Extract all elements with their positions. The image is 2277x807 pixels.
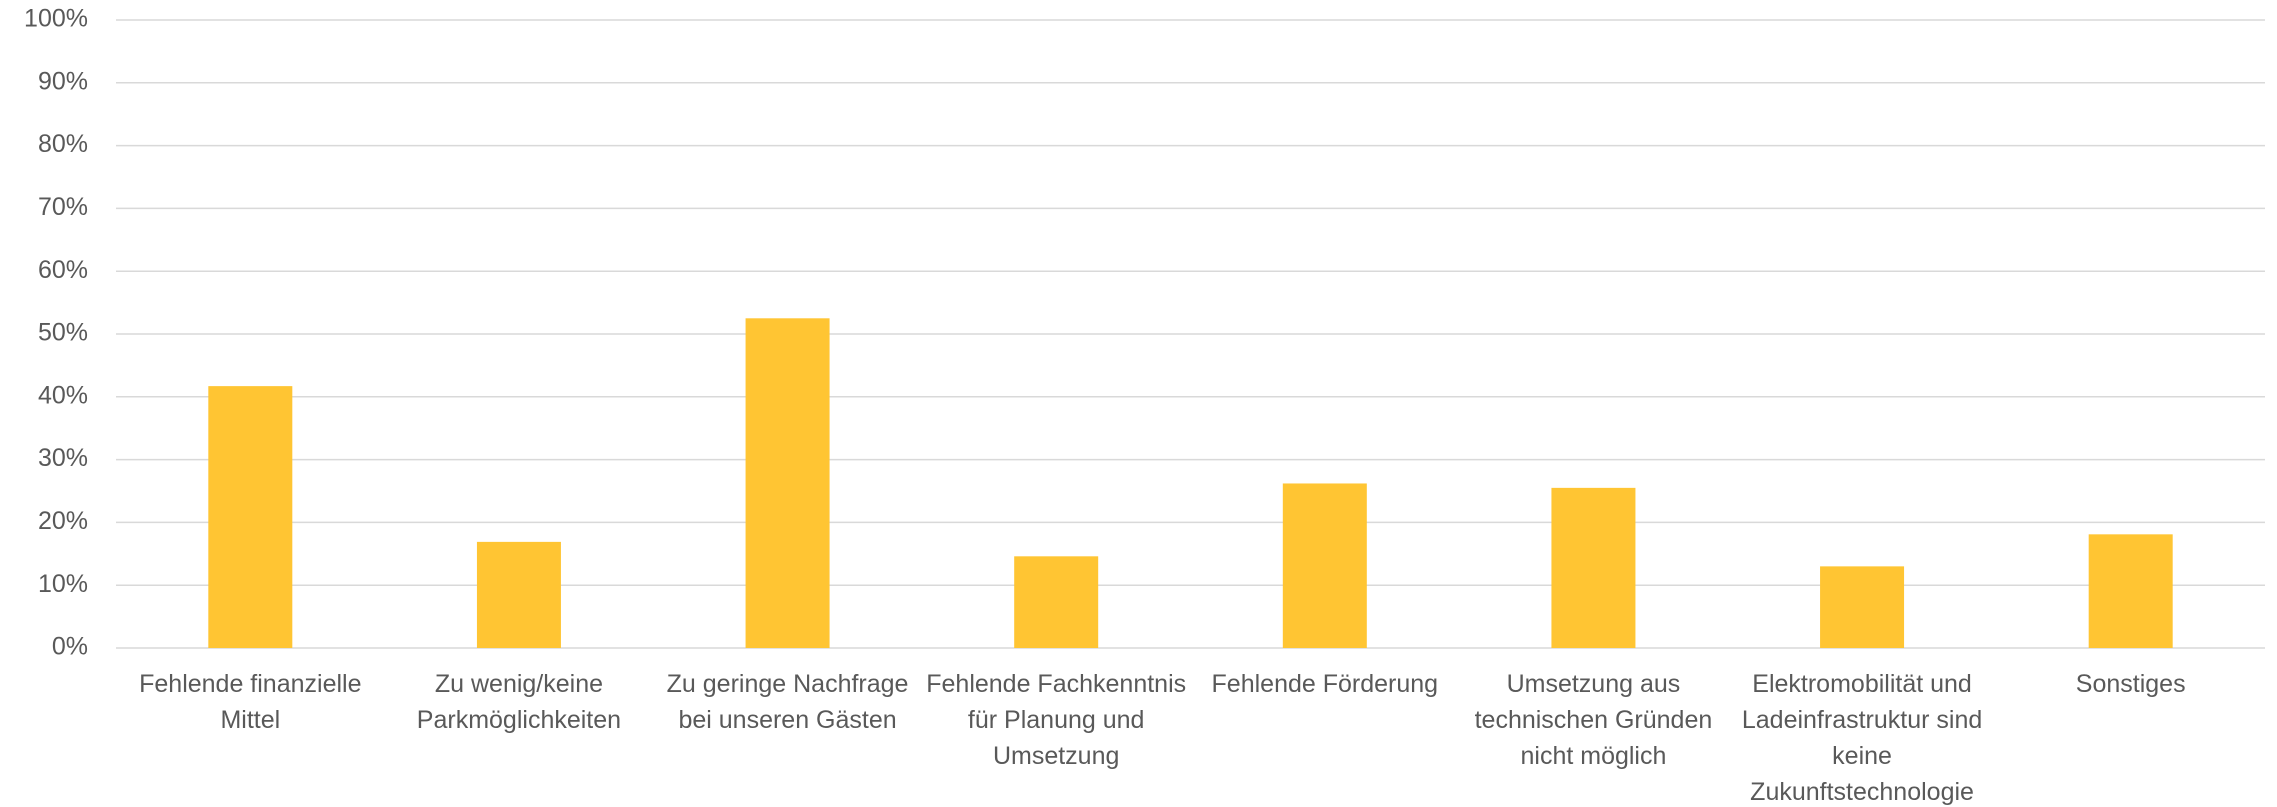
bar xyxy=(1282,483,1367,648)
x-tick-label: Fehlende finanzielle Mittel xyxy=(139,670,362,734)
x-tick-label: Zu geringe Nachfrage bei unseren Gästen xyxy=(666,670,909,734)
x-tick-label: Umsetzung aus technischen Gründen nicht … xyxy=(1474,670,1713,770)
bar xyxy=(476,541,561,648)
x-tick-label-box: Zu wenig/keine Parkmöglichkeiten xyxy=(416,670,622,734)
x-tick-label: Elektromobilität und Ladeinfrastruktur s… xyxy=(1741,670,1983,806)
x-tick-label: Zu wenig/keine Parkmöglichkeiten xyxy=(416,670,622,734)
y-tick-label: 90% xyxy=(38,67,88,95)
x-tick-label-box: Umsetzung aus technischen Gründen nicht … xyxy=(1474,670,1713,770)
bar xyxy=(1014,556,1099,648)
bar xyxy=(1820,566,1905,648)
y-tick-label: 0% xyxy=(52,633,88,661)
bar xyxy=(1551,487,1636,648)
y-tick-label: 40% xyxy=(38,381,88,409)
bar xyxy=(745,318,830,648)
y-tick-label: 10% xyxy=(38,570,88,598)
y-tick-label: 60% xyxy=(38,256,88,284)
bar xyxy=(208,386,293,648)
y-tick-label: 70% xyxy=(38,193,88,221)
y-tick-label: 50% xyxy=(38,319,88,347)
x-tick-label-box: Fehlende Fachkenntnis für Planung und Um… xyxy=(926,670,1187,770)
x-tick-label-box: Fehlende Förderung xyxy=(1211,670,1439,698)
x-tick-label: Fehlende Fachkenntnis für Planung und Um… xyxy=(926,670,1187,770)
y-tick-label: 80% xyxy=(38,130,88,158)
x-tick-label: Sonstiges xyxy=(2075,670,2186,698)
y-tick-label: 20% xyxy=(38,507,88,535)
y-tick-label: 30% xyxy=(38,444,88,472)
x-tick-label-box: Sonstiges xyxy=(2075,670,2186,698)
x-tick-label-box: Zu geringe Nachfrage bei unseren Gästen xyxy=(666,670,909,734)
x-tick-label-box: Fehlende finanzielle Mittel xyxy=(139,670,362,734)
bar xyxy=(2088,534,2173,648)
x-tick-label-box: Elektromobilität und Ladeinfrastruktur s… xyxy=(1741,670,1983,806)
x-tick-label: Fehlende Förderung xyxy=(1211,670,1439,698)
y-tick-label: 100% xyxy=(24,5,88,33)
